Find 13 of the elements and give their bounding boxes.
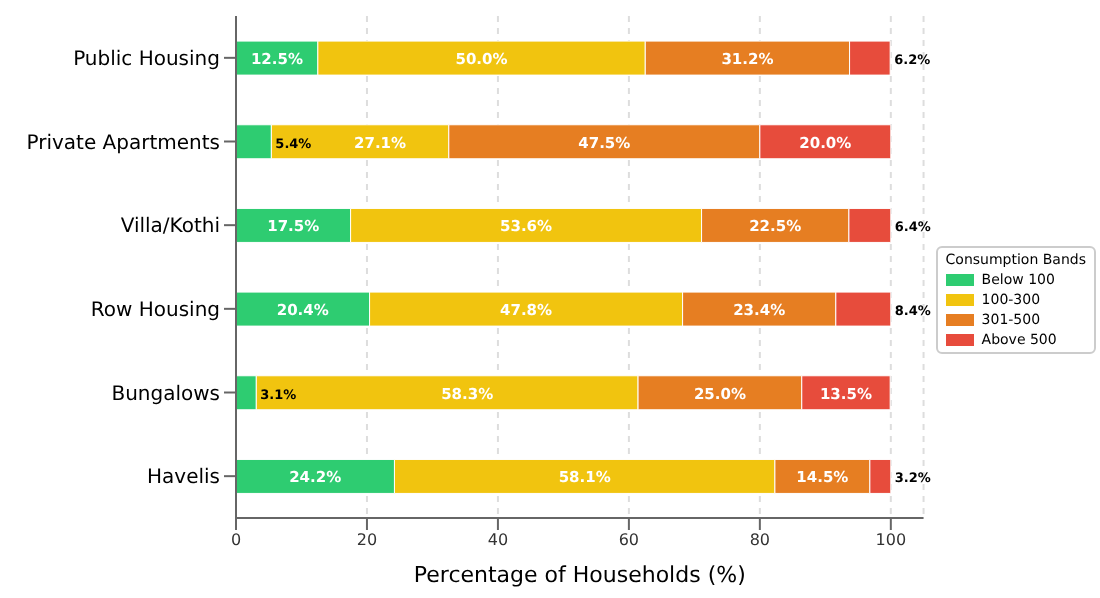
x-tick-label: 80 xyxy=(749,531,771,550)
x-tick-label: 60 xyxy=(618,531,640,550)
y-tick-label: Row Housing xyxy=(90,299,220,322)
y-tick-label: Public Housing xyxy=(73,48,220,71)
x-tick-label: 0 xyxy=(230,531,242,550)
y-tick-label: Villa/Kothi xyxy=(120,216,220,239)
y-tick-label: Havelis xyxy=(147,467,220,490)
x-axis-title: Percentage of Households (%) xyxy=(413,562,746,588)
y-tick-label: Bungalows xyxy=(111,383,220,406)
x-tick-label: 20 xyxy=(356,531,378,550)
x-tick-label: 40 xyxy=(487,531,509,550)
x-tick-label: 100 xyxy=(875,531,907,550)
y-tick-label: Private Apartments xyxy=(26,132,220,155)
